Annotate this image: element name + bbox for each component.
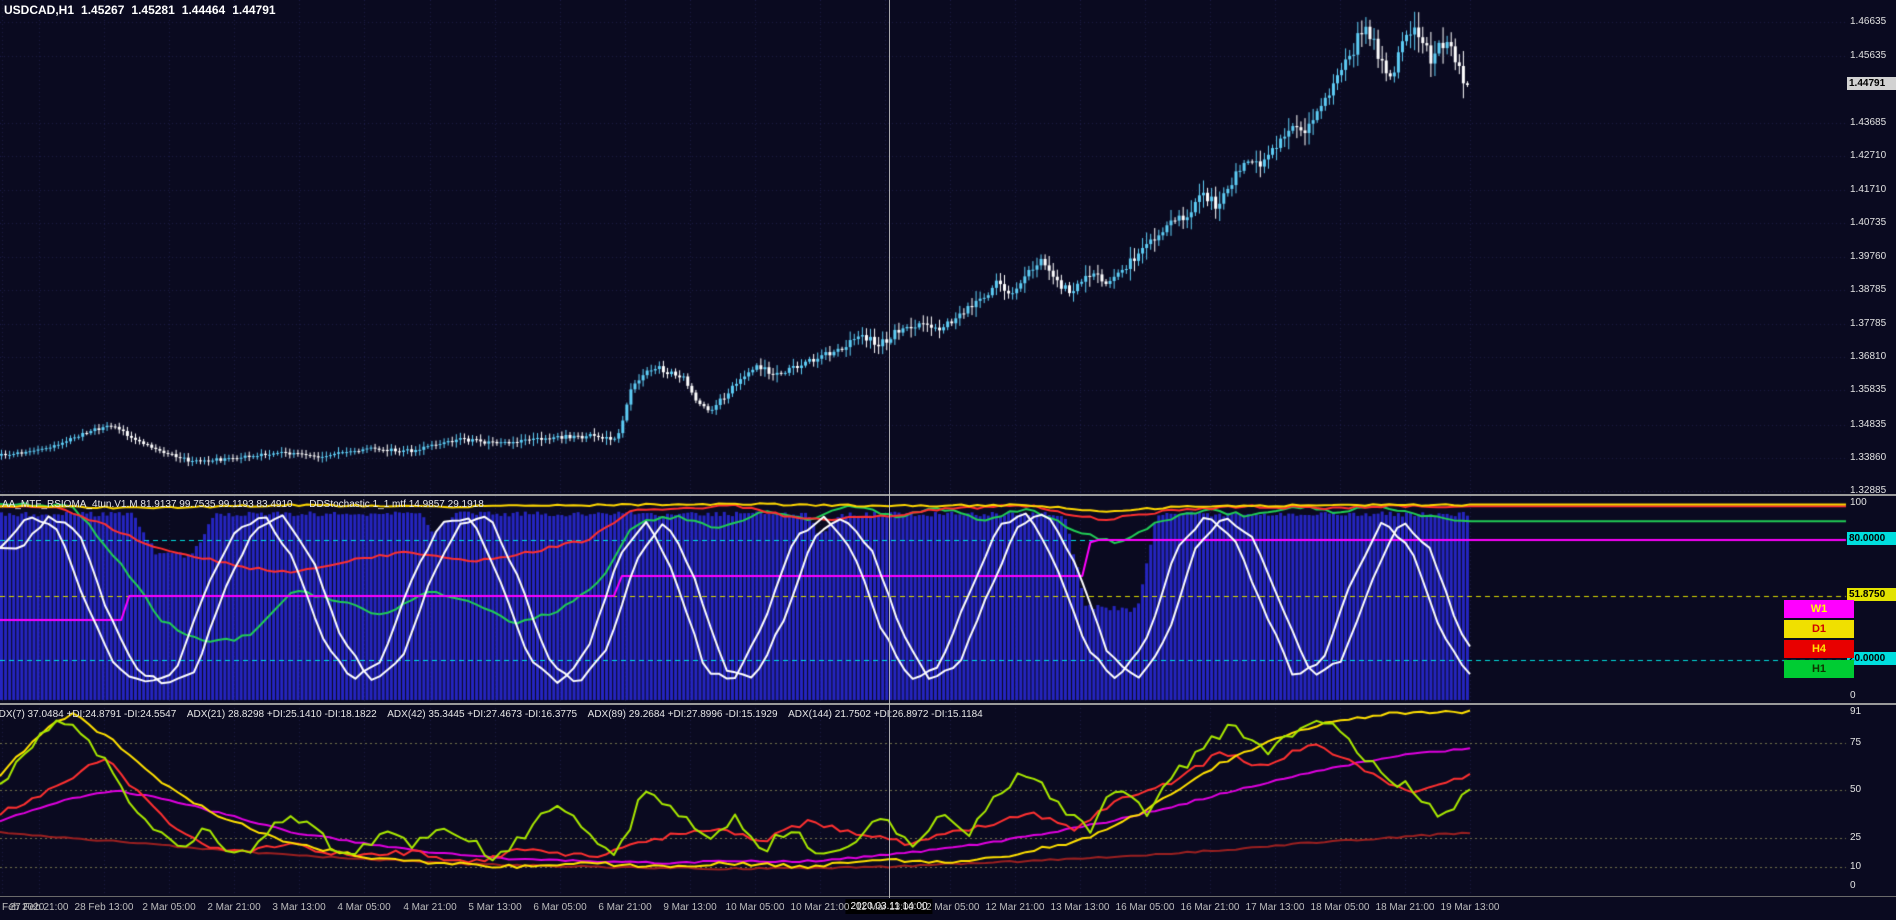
panel-separator[interactable] (0, 703, 1896, 705)
level-badge-51: 51.8750 (1847, 588, 1896, 602)
osc-scale-top: 100 (1850, 497, 1867, 508)
panel-separator[interactable] (0, 494, 1896, 496)
price-tick-label: 1.36810 (1850, 351, 1887, 363)
level-badge-20: 20.0000 (1847, 652, 1896, 665)
ohlc-low: 1.44464 (181, 3, 226, 17)
level-badge-80: 80.0000 (1847, 532, 1896, 545)
ohlc-open: 1.45267 (81, 3, 125, 17)
time-label: 11 Mar 13:00 (855, 902, 915, 913)
time-label: 4 Mar 05:00 (337, 902, 391, 913)
time-label: 27 Feb 21:00 (9, 902, 69, 913)
time-label: Feb 2020 (2, 902, 45, 913)
time-label: 3 Mar 13:00 (272, 902, 326, 913)
price-tick-label: 1.38785 (1850, 283, 1887, 295)
legend-item-h4: H4 (1784, 640, 1854, 658)
time-label: 13 Mar 13:00 (1050, 902, 1110, 913)
time-label: 10 Mar 21:00 (790, 902, 850, 913)
time-label: 16 Mar 21:00 (1180, 902, 1240, 913)
price-tick-label: 1.46635 (1850, 16, 1887, 27)
price-tick-label: 1.33860 (1850, 451, 1887, 463)
legend-item-h1: H1 (1784, 660, 1854, 678)
price-tick-label: 1.40735 (1850, 217, 1887, 229)
time-label: 4 Mar 21:00 (403, 902, 457, 913)
adx-scale-label: 0 (1850, 880, 1856, 891)
time-label: 19 Mar 13:00 (1440, 902, 1500, 913)
price-tick-label: 1.35835 (1850, 384, 1887, 396)
osc-scale-bottom: 0 (1850, 690, 1856, 701)
adx-scale-label: 50 (1850, 784, 1862, 796)
adx-scale-label: 10 (1850, 860, 1862, 872)
time-label: 18 Mar 05:00 (1310, 902, 1370, 913)
time-label: 18 Mar 21:00 (1375, 902, 1435, 913)
price-tick-label: 1.42710 (1850, 149, 1887, 161)
mtf-legend: W1 D1 H4 H1 (1784, 600, 1854, 680)
rsioma-indicator-label: AA_MTF_RSIOMA_4tun.V1.M 81.9137 99.7535 … (2, 499, 484, 510)
time-label: 12 Mar 05:00 (920, 902, 980, 913)
time-label: 2 Mar 05:00 (142, 902, 196, 913)
panel-separator (0, 896, 1896, 897)
legend-item-w1: W1 (1784, 600, 1854, 618)
time-label: 16 Mar 05:00 (1115, 902, 1175, 913)
legend-item-d1: D1 (1784, 620, 1854, 638)
time-label: 5 Mar 13:00 (468, 902, 522, 913)
time-label: 6 Mar 05:00 (533, 902, 587, 913)
time-label: 17 Mar 13:00 (1245, 902, 1305, 913)
price-tick-label: 1.32885 (1850, 485, 1887, 497)
price-tick-label: 1.39760 (1850, 250, 1887, 262)
time-label: 28 Feb 13:00 (74, 902, 134, 913)
time-label: 2 Mar 21:00 (207, 902, 261, 913)
price-tick-label: 1.45635 (1850, 50, 1887, 62)
time-axis[interactable]: 2020.03.11 14:00 Feb 2020 27 Feb 21:00 28 … (0, 898, 1896, 920)
price-tick-label: 1.34835 (1850, 418, 1887, 430)
price-tick-label: 1.43685 (1850, 116, 1887, 128)
ohlc-close: 1.44791 (232, 3, 276, 17)
current-price-badge: 1.44791 (1847, 77, 1896, 90)
adx-indicator-label: ADX(7) 37.0484 +DI:24.8791 -DI:24.5547 A… (0, 709, 983, 720)
adx-scale-label: 75 (1850, 736, 1862, 748)
crosshair-vline (889, 0, 890, 898)
adx-scale-label: 25 (1850, 832, 1862, 844)
symbol-period: USDCAD,H1 (4, 3, 75, 17)
symbol-ohlc-label: USDCAD,H1 1.45267 1.45281 1.44464 1.44791 (4, 3, 283, 17)
ohlc-high: 1.45281 (131, 3, 175, 17)
adx-scale-label: 91 (1850, 706, 1862, 717)
price-tick-label: 1.37785 (1850, 317, 1887, 329)
time-label: 6 Mar 21:00 (598, 902, 652, 913)
time-label: 10 Mar 05:00 (725, 902, 785, 913)
price-tick-label: 1.41710 (1850, 184, 1887, 196)
time-label: 9 Mar 13:00 (663, 902, 717, 913)
time-label: 12 Mar 21:00 (985, 902, 1045, 913)
crosshair-time-badge: 2020.03.11 14:00 (845, 899, 933, 914)
